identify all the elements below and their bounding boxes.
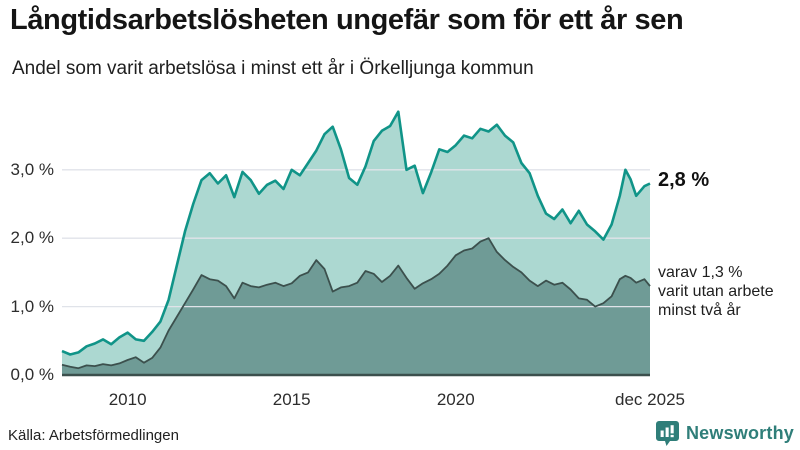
x-tick-label: 2020: [436, 390, 475, 409]
series-line: [61, 110, 651, 356]
series-line: [61, 237, 651, 370]
series-end-value-label: 2,8 %: [658, 169, 710, 191]
y-tick-label: 2,0 %: [10, 228, 54, 248]
secondary-series-label: varav 1,3 % varit utan arbete minst två …: [658, 263, 774, 320]
exclamation-dot-glyph: [670, 434, 674, 438]
exclamation-bar-glyph: [670, 425, 674, 434]
bar-glyph: [660, 430, 664, 437]
bar-glyph: [665, 427, 669, 437]
chart-subtitle: Andel som varit arbetslösa i minst ett å…: [12, 58, 534, 79]
y-tick-label: 0,0 %: [10, 365, 54, 384]
brand-logo: Newsworthy: [655, 421, 794, 446]
y-tick-label: 1,0 %: [10, 296, 54, 316]
secondary-series-label-line: minst två år: [658, 302, 741, 319]
x-tick-label: 2010: [108, 390, 147, 409]
brand-name: Newsworthy: [685, 423, 794, 443]
page-title: Långtidsarbetslösheten ungefär som för e…: [10, 4, 684, 36]
x-tick-label: 2015: [272, 390, 311, 409]
secondary-series-label-line: varit utan arbete: [658, 283, 774, 300]
newsworthy-icon: [655, 421, 679, 446]
source-attribution: Källa: Arbetsförmedlingen: [8, 427, 179, 444]
secondary-series-label-line: varav 1,3 %: [658, 264, 743, 281]
x-tick-label: dec 2025: [615, 390, 685, 409]
y-tick-label: 3,0 %: [10, 159, 54, 179]
